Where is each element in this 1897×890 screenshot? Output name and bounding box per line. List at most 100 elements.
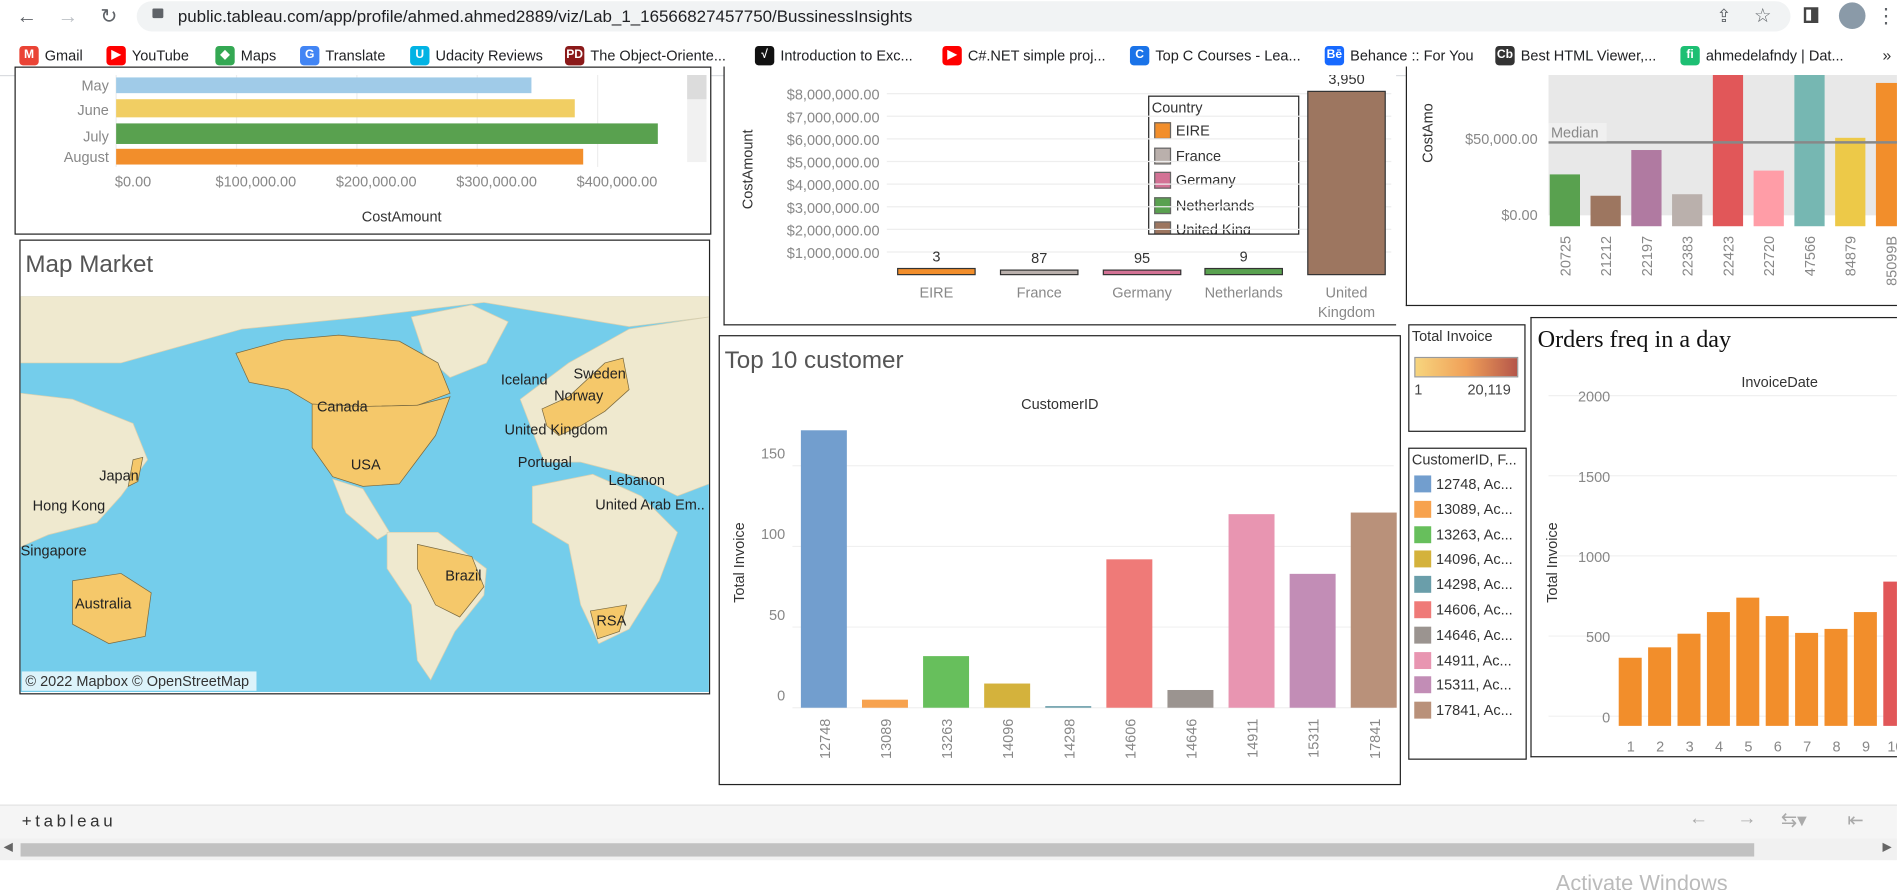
map-region-japan[interactable] <box>127 456 144 487</box>
legend-item[interactable]: 13089, Ac... <box>1414 500 1513 518</box>
undo-icon[interactable]: ← <box>1688 808 1709 829</box>
legend-item[interactable]: 14606, Ac... <box>1414 601 1513 619</box>
map-region-usa[interactable] <box>311 396 451 487</box>
bar-14646[interactable] <box>1167 689 1214 708</box>
legend-item[interactable]: Netherlands <box>1154 196 1254 214</box>
bar-14298[interactable] <box>1045 706 1092 708</box>
reload-icon[interactable]: ↻ <box>100 4 118 28</box>
bar-85099B[interactable] <box>1875 82 1897 227</box>
legend-item[interactable]: United King <box>1154 221 1251 234</box>
map-region-canada[interactable] <box>235 334 451 407</box>
scrollbar-thumb[interactable] <box>20 843 1755 857</box>
url-text[interactable]: public.tableau.com/app/profile/ahmed.ahm… <box>177 6 913 26</box>
map-region-arctic[interactable] <box>20 296 709 364</box>
bar-14911[interactable] <box>1228 514 1275 708</box>
reset-icon[interactable]: ⇤ <box>1847 810 1864 832</box>
sidebar-icon[interactable] <box>1803 7 1819 23</box>
map-region-australia[interactable] <box>72 573 152 644</box>
map-region-central-america[interactable] <box>332 478 391 541</box>
address-bar[interactable] <box>136 1 1791 32</box>
bar-7[interactable] <box>1795 632 1819 726</box>
map-region-europe-nations[interactable] <box>541 357 630 436</box>
bar-9[interactable] <box>1853 612 1877 726</box>
bar-May[interactable] <box>116 77 532 94</box>
redo-icon[interactable]: → <box>1737 808 1757 829</box>
bookmark-item[interactable]: G Translate <box>300 45 385 66</box>
legend-item[interactable]: 14911, Ac... <box>1414 651 1512 669</box>
bar-14096[interactable] <box>984 683 1031 708</box>
legend-item[interactable]: 17841, Ac... <box>1414 701 1513 719</box>
bar-22423[interactable] <box>1712 75 1744 227</box>
legend-item[interactable]: 13263, Ac... <box>1414 525 1513 543</box>
bar-22720[interactable] <box>1753 170 1784 227</box>
map-region-brazil[interactable] <box>417 543 485 618</box>
bar-8[interactable] <box>1824 628 1848 726</box>
bookmark-item[interactable]: ▶ YouTube <box>106 45 189 66</box>
bar-4[interactable] <box>1706 612 1730 726</box>
legend-item[interactable]: France <box>1154 146 1221 164</box>
legend-item[interactable]: 14646, Ac... <box>1414 626 1513 644</box>
map-region-eurasia[interactable] <box>519 316 709 497</box>
bar-17841[interactable] <box>1350 512 1397 708</box>
bar-84879[interactable] <box>1835 137 1866 227</box>
bar-1[interactable] <box>1618 657 1642 726</box>
bar-15311[interactable] <box>1289 573 1336 708</box>
bar-10[interactable] <box>1883 581 1897 726</box>
more-bookmarks[interactable]: » <box>1882 45 1892 65</box>
legend-item[interactable]: 14298, Ac... <box>1414 576 1513 594</box>
bar-August[interactable] <box>116 148 584 165</box>
bookmark-item[interactable]: fi ahmedelafndy | Dat... <box>1680 45 1844 66</box>
bar-6[interactable] <box>1765 616 1789 726</box>
star-icon[interactable]: ☆ <box>1754 6 1772 27</box>
legend-item[interactable]: 15311, Ac... <box>1414 676 1512 694</box>
legend-item[interactable]: 12748, Ac... <box>1414 475 1513 493</box>
customer-legend[interactable]: CustomerID, F... 12748, Ac... 13089, Ac..… <box>1408 447 1527 760</box>
bar-21212[interactable] <box>1590 195 1621 227</box>
tableau-logo[interactable]: +tableau <box>21 810 117 830</box>
bar-14606[interactable] <box>1106 559 1153 708</box>
scroll-left-icon[interactable]: ◀ <box>3 840 13 855</box>
back-icon[interactable]: ← <box>16 4 37 28</box>
bar-22197[interactable] <box>1631 150 1662 227</box>
map-region-africa[interactable] <box>531 473 678 645</box>
map-attribution[interactable]: © 2022 Mapbox © OpenStreetMap <box>25 674 249 690</box>
panel-scrollbar[interactable] <box>687 75 707 163</box>
map-region-asia-west[interactable] <box>20 392 149 548</box>
bar-13089[interactable] <box>861 699 908 708</box>
scroll-right-icon[interactable]: ▶ <box>1882 840 1892 855</box>
bar-3[interactable] <box>1677 633 1701 726</box>
bar-47566[interactable] <box>1794 75 1825 227</box>
bookmark-item[interactable]: Bē Behance :: For You <box>1324 45 1474 66</box>
bar-France[interactable] <box>999 269 1079 276</box>
revert-icon[interactable]: ⇆▾ <box>1780 810 1807 832</box>
bar-5[interactable] <box>1736 597 1760 726</box>
bookmark-item[interactable]: M Gmail <box>19 45 83 66</box>
bookmark-item[interactable]: PD The Object-Oriente... <box>564 45 726 66</box>
bar-2[interactable] <box>1648 647 1672 726</box>
map-region-rsa[interactable] <box>589 604 628 640</box>
profile-avatar[interactable] <box>1838 2 1866 30</box>
bar-July[interactable] <box>116 123 658 144</box>
bookmark-item[interactable]: C Top C Courses - Lea... <box>1129 45 1301 66</box>
map-region-greenland[interactable] <box>410 304 509 378</box>
bookmark-item[interactable]: U Udacity Reviews <box>410 45 543 66</box>
menu-icon[interactable]: ⋮ <box>1875 4 1897 28</box>
bar-12748[interactable] <box>800 430 847 708</box>
bar-20725[interactable] <box>1549 174 1580 227</box>
legend-item[interactable]: 14096, Ac... <box>1414 550 1513 568</box>
bookmark-item[interactable]: Cb Best HTML Viewer,... <box>1495 45 1656 66</box>
bookmark-item[interactable]: √ Introduction to Exc... <box>754 45 913 66</box>
bar-22383[interactable] <box>1672 194 1703 227</box>
share-icon[interactable]: ⇪ <box>1716 6 1732 27</box>
world-map[interactable]: Canada USA Japan Hong Kong Singapore Australi… <box>20 296 709 693</box>
bookmark-item[interactable]: ◆ Maps <box>215 45 276 66</box>
bar-13263[interactable] <box>923 656 970 708</box>
bar-June[interactable] <box>116 99 575 118</box>
bookmark-item[interactable]: ▶ C#.NET simple proj... <box>942 45 1106 66</box>
bar-EIRE[interactable] <box>897 267 976 276</box>
bar-Germany[interactable] <box>1102 269 1182 276</box>
country-legend[interactable]: Country EIRE France Germany Netherlands Unit… <box>1148 95 1300 235</box>
total-invoice-legend[interactable] <box>1408 324 1526 432</box>
bar-Netherlands[interactable] <box>1204 267 1283 276</box>
forward-icon[interactable]: → <box>57 4 79 28</box>
